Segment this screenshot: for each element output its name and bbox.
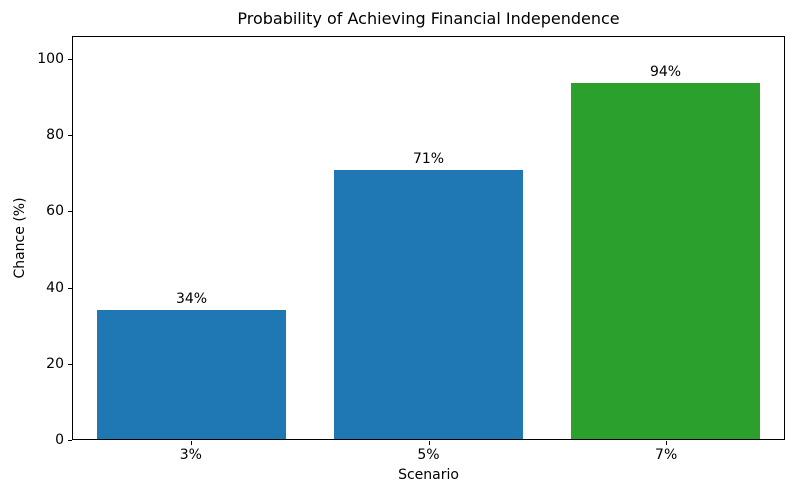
y-tick-label-40: 40 (46, 279, 64, 296)
y-tick-mark-60 (68, 211, 72, 213)
chart-title: Probability of Achieving Financial Indep… (237, 9, 620, 28)
bar-3% (96, 310, 287, 439)
x-tick-mark-7% (666, 441, 668, 445)
x-tick-label-5%: 5% (417, 447, 440, 463)
bar-value-label-5%: 71% (412, 150, 445, 167)
bar-value-label-3%: 34% (175, 291, 208, 308)
y-tick-mark-100 (68, 58, 72, 60)
y-tick-mark-40 (68, 287, 72, 289)
x-tick-label-3%: 3% (179, 447, 202, 463)
y-tick-label-100: 100 (37, 50, 64, 67)
x-tick-mark-5% (428, 441, 430, 445)
y-tick-mark-20 (68, 363, 72, 365)
x-tick-label-7%: 7% (655, 447, 678, 463)
y-tick-label-80: 80 (46, 127, 64, 144)
x-axis-label: Scenario (398, 467, 459, 483)
bar-5% (333, 169, 524, 439)
y-tick-label-0: 0 (55, 432, 64, 448)
bar-7% (570, 82, 761, 439)
y-tick-mark-80 (68, 135, 72, 137)
y-tick-label-60: 60 (46, 203, 64, 220)
y-tick-mark-0 (68, 440, 72, 441)
plot-area: 34% 71% 94% (72, 36, 785, 440)
y-tick-label-20: 20 (46, 355, 64, 372)
bar-value-label-7%: 94% (649, 63, 682, 80)
x-tick-mark-3% (190, 441, 192, 445)
